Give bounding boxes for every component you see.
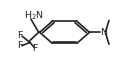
Text: F: F: [18, 31, 23, 40]
Text: H$_2$N: H$_2$N: [24, 9, 43, 22]
Text: F: F: [17, 41, 22, 50]
Text: N: N: [100, 28, 107, 37]
Text: F: F: [32, 44, 37, 53]
